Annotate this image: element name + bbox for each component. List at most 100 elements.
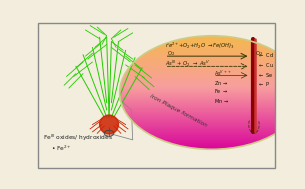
Bar	[152, 49, 272, 50]
Bar	[146, 132, 277, 133]
Bar	[148, 133, 275, 134]
Bar	[120, 95, 304, 96]
Bar	[142, 129, 282, 130]
Bar	[129, 67, 295, 68]
Bar	[124, 108, 300, 109]
Bar	[195, 148, 229, 149]
Bar	[183, 38, 241, 39]
Bar	[143, 54, 280, 55]
Bar	[142, 55, 282, 56]
Bar	[124, 110, 299, 111]
Bar	[131, 120, 292, 121]
Bar	[175, 40, 249, 41]
Bar	[121, 83, 303, 84]
Bar	[160, 139, 263, 140]
Bar	[120, 100, 303, 101]
Bar	[136, 60, 288, 61]
Bar	[124, 74, 299, 75]
Bar	[121, 101, 303, 102]
Bar	[124, 109, 300, 110]
Bar	[122, 78, 301, 79]
Bar	[120, 96, 304, 97]
Text: O$_2$: O$_2$	[255, 50, 263, 58]
Bar	[150, 134, 274, 135]
Bar	[149, 134, 274, 135]
Bar	[175, 144, 249, 145]
Bar	[140, 128, 283, 129]
Bar	[154, 136, 270, 137]
Bar	[120, 90, 304, 91]
Bar	[145, 53, 279, 54]
Bar	[126, 112, 298, 113]
Bar	[125, 112, 298, 113]
Bar	[120, 91, 304, 92]
Bar	[120, 92, 304, 93]
Text: $\leftarrow$ Cu: $\leftarrow$ Cu	[258, 61, 274, 69]
Bar	[195, 36, 229, 37]
Text: • Fe$^{2+}$: • Fe$^{2+}$	[51, 144, 72, 153]
Bar	[121, 103, 302, 104]
Bar	[120, 88, 304, 89]
Bar	[139, 127, 285, 128]
Bar	[127, 70, 297, 71]
Bar	[121, 81, 302, 82]
Bar	[129, 117, 295, 118]
Text: Fe$^{2+}$+O$_2$+H$_2$O $\rightarrow$Fe(OH)$_3$: Fe$^{2+}$+O$_2$+H$_2$O $\rightarrow$Fe(O…	[165, 40, 235, 51]
Bar	[149, 50, 274, 51]
Text: Fe $\rightarrow$: Fe $\rightarrow$	[214, 87, 228, 95]
Bar	[171, 143, 253, 144]
Bar	[129, 117, 295, 118]
Bar	[121, 81, 302, 82]
Bar	[165, 141, 258, 142]
Bar	[156, 137, 267, 138]
Bar	[180, 145, 244, 146]
Bar	[130, 118, 294, 119]
Text: $\leftarrow$ P: $\leftarrow$ P	[258, 80, 271, 88]
Text: $\leftarrow$ Se: $\leftarrow$ Se	[258, 70, 274, 78]
Bar	[142, 129, 282, 130]
Bar	[143, 130, 280, 131]
Bar	[131, 64, 292, 65]
Bar	[120, 99, 303, 100]
Bar	[189, 37, 234, 38]
Bar	[122, 104, 302, 105]
Bar	[128, 115, 296, 116]
Bar	[126, 71, 297, 72]
Bar	[152, 135, 272, 136]
Bar	[124, 109, 300, 110]
Bar	[135, 61, 289, 62]
Bar	[125, 72, 298, 73]
Bar	[124, 76, 300, 77]
Bar	[123, 107, 301, 108]
Bar	[123, 106, 301, 107]
Bar	[120, 92, 304, 93]
Bar	[155, 47, 268, 48]
Bar	[135, 123, 289, 124]
Bar	[128, 116, 295, 117]
Bar	[138, 126, 285, 127]
Bar	[127, 115, 296, 116]
Bar	[171, 41, 253, 42]
Text: Mn $\rightarrow$: Mn $\rightarrow$	[214, 98, 230, 105]
Bar	[172, 143, 251, 144]
Bar	[120, 87, 304, 88]
Bar	[121, 103, 302, 104]
Bar	[124, 75, 300, 76]
Bar	[127, 114, 297, 115]
Text: Iron Plaque formation: Iron Plaque formation	[149, 94, 208, 129]
Bar	[162, 140, 261, 141]
Bar	[120, 89, 304, 90]
Bar	[122, 79, 302, 80]
Bar	[121, 83, 303, 84]
Bar	[121, 102, 303, 103]
Bar	[145, 131, 278, 132]
Bar	[132, 120, 292, 121]
Text: Zn $\rightarrow$: Zn $\rightarrow$	[214, 79, 229, 87]
Bar	[169, 142, 255, 143]
Bar	[120, 95, 304, 96]
Bar	[126, 113, 297, 114]
Text: $\leftarrow$ Cd: $\leftarrow$ Cd	[258, 51, 274, 59]
Bar	[137, 125, 287, 126]
Bar	[146, 52, 277, 53]
Text: As$^V$$^+$$^+$: As$^V$$^+$$^+$	[214, 69, 232, 78]
